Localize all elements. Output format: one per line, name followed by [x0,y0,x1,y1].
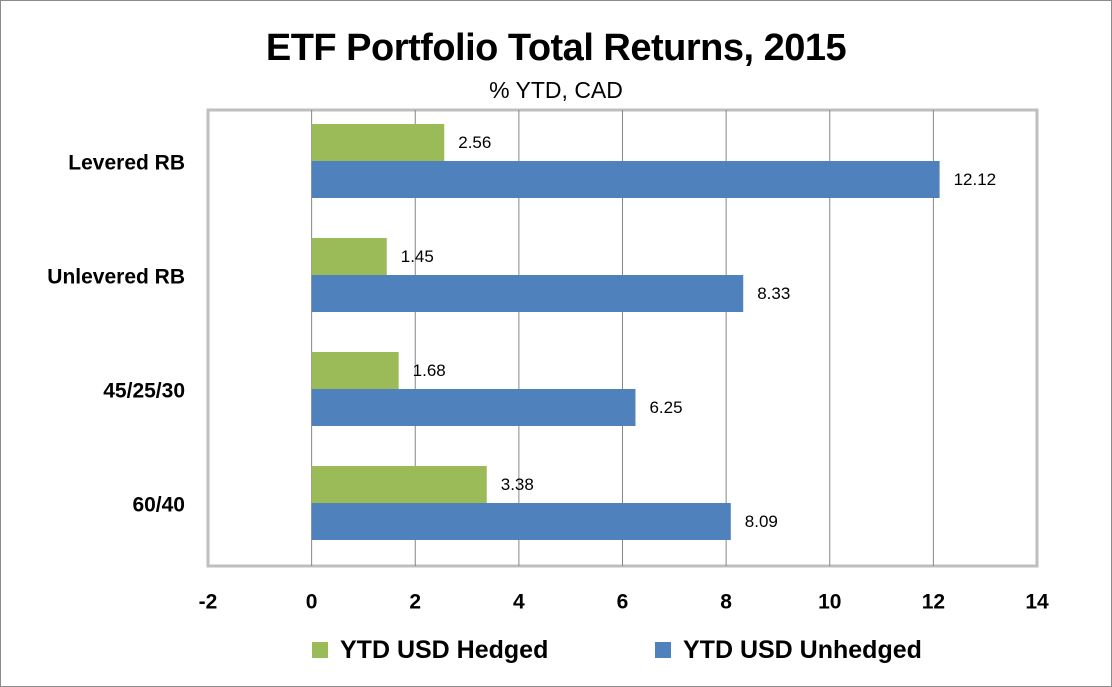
legend-swatch-unhedged [655,642,671,658]
x-tick-label: 0 [306,591,318,614]
bar-unhedged [311,161,940,198]
bar-hedged [311,466,487,503]
data-label: 8.09 [745,512,778,531]
x-tick-label: 10 [818,591,841,614]
bar-hedged [311,124,445,161]
data-label: 1.68 [413,361,446,380]
data-label: 12.12 [954,170,997,189]
bar-unhedged [311,275,744,312]
legend-swatch-hedged [312,642,328,658]
category-label: 45/25/30 [103,380,185,403]
legend-item-unhedged: YTD USD Unhedged [655,633,922,667]
bar-unhedged [311,389,636,426]
chart-subtitle: % YTD, CAD [489,77,623,103]
x-tick-label: 4 [513,591,525,614]
data-label: 3.38 [501,475,534,494]
x-tick-label: -2 [199,591,218,614]
category-label: Unlevered RB [47,266,185,289]
x-tick-label: 14 [1025,591,1049,614]
bar-hedged [311,238,387,275]
bar-unhedged [311,503,731,540]
category-label: 60/40 [132,494,185,517]
data-label: 1.45 [401,247,434,266]
x-tick-label: 6 [617,591,629,614]
legend-label-unhedged: YTD USD Unhedged [683,635,922,664]
data-label: 2.56 [458,133,491,152]
legend-label-hedged: YTD USD Hedged [340,635,549,664]
data-label: 6.25 [649,398,682,417]
legend-item-hedged: YTD USD Hedged [312,633,548,667]
chart-title: ETF Portfolio Total Returns, 2015 [265,27,847,69]
category-label: Levered RB [68,152,185,175]
x-tick-label: 12 [922,591,945,614]
data-label: 8.33 [757,284,790,303]
bar-hedged [311,352,399,389]
x-tick-label: 2 [409,591,421,614]
x-tick-label: 8 [720,591,732,614]
chart-legend: YTD USD Hedged YTD USD Unhedged [0,633,1112,667]
